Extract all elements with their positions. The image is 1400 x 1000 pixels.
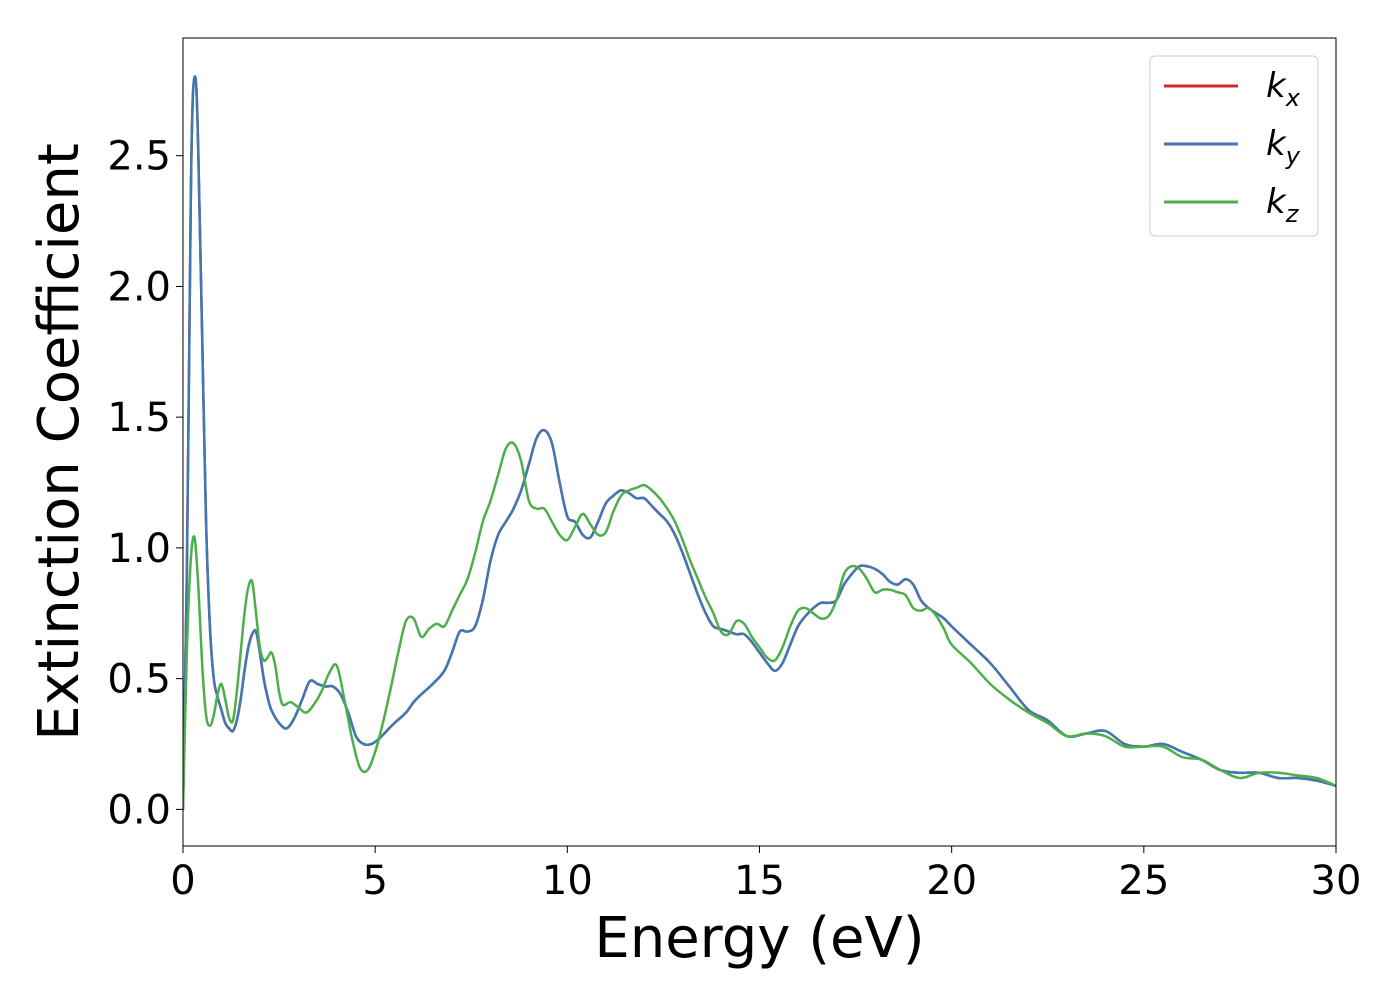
x-axis-title: Energy (eV) xyxy=(594,906,924,971)
series-layer xyxy=(183,75,1336,811)
x-tick-label: 0 xyxy=(170,858,195,904)
legend-label-ky: ky xyxy=(1266,124,1301,170)
x-axis: 0 5 10 15 20 25 30 xyxy=(170,846,1361,904)
y-axis-title: Extinction Coefficient xyxy=(27,143,92,741)
legend-label-kz: kz xyxy=(1266,182,1300,228)
legend-label-kx: kx xyxy=(1266,66,1301,112)
x-tick-label: 20 xyxy=(926,858,977,904)
x-tick-label: 5 xyxy=(362,858,387,904)
y-tick-label: 0.0 xyxy=(107,787,171,833)
y-tick-label: 2.0 xyxy=(107,264,171,310)
y-tick-label: 0.5 xyxy=(107,657,171,703)
x-tick-label: 25 xyxy=(1118,858,1169,904)
legend-box xyxy=(1149,55,1319,237)
y-tick-label: 1.5 xyxy=(107,395,171,441)
x-tick-label: 30 xyxy=(1311,858,1362,904)
x-tick-label: 10 xyxy=(542,858,593,904)
y-tick-label: 2.5 xyxy=(107,134,171,180)
series-line-kz xyxy=(183,441,1336,811)
legend: kx ky kz xyxy=(1149,55,1319,237)
y-tick-label: 1.0 xyxy=(107,526,171,572)
x-tick-label: 15 xyxy=(734,858,785,904)
y-axis: 0.0 0.5 1.0 1.5 2.0 2.5 xyxy=(107,134,183,833)
